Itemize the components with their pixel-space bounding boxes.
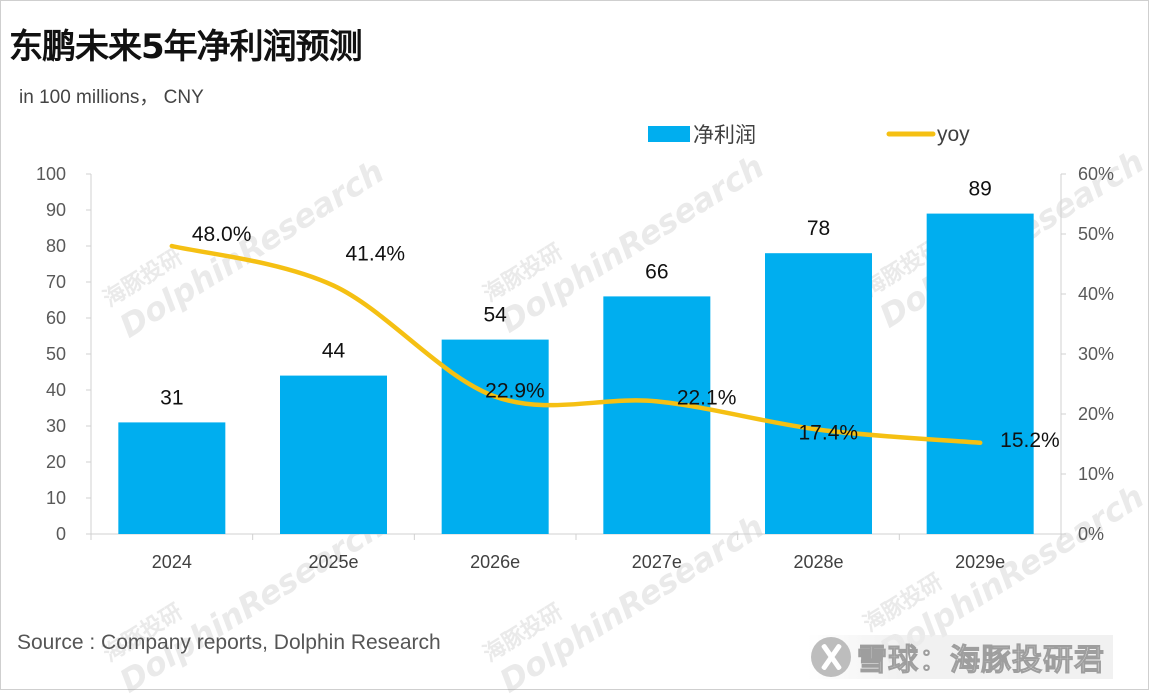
x-tick-label: 2028e xyxy=(793,552,843,572)
yoy-value-label: 22.9% xyxy=(485,380,545,403)
left-tick-label: 50 xyxy=(46,344,66,364)
yoy-value-label: 15.2% xyxy=(1000,429,1060,452)
bar-net-profit xyxy=(765,253,872,534)
bar-net-profit xyxy=(441,339,549,534)
brand-badge: 雪球：海豚投研君 xyxy=(807,635,1113,679)
yoy-value-label: 41.4% xyxy=(346,243,406,266)
left-tick-label: 40 xyxy=(46,380,66,400)
yoy-point xyxy=(978,440,983,445)
right-tick-label: 40% xyxy=(1078,284,1114,304)
x-tick-label: 2027e xyxy=(632,552,682,572)
left-tick-label: 100 xyxy=(36,164,66,184)
left-tick-label: 0 xyxy=(56,524,66,544)
left-tick-label: 70 xyxy=(46,272,66,292)
bar-value-label: 89 xyxy=(968,178,991,201)
right-tick-label: 0% xyxy=(1078,524,1104,544)
bar-value-label: 31 xyxy=(160,386,183,409)
right-tick-label: 10% xyxy=(1078,464,1114,484)
line-yoy xyxy=(169,243,983,446)
chart-title: 东鹏未来5年净利润预测 xyxy=(9,27,363,67)
brand-name: 雪球：海豚投研君 xyxy=(857,643,1105,679)
left-tick-label: 80 xyxy=(46,236,66,256)
x-tick-label: 2025e xyxy=(308,552,358,572)
bar-net-profit xyxy=(603,296,711,534)
right-tick-label: 30% xyxy=(1078,344,1114,364)
legend-label-net-profit: 净利润 xyxy=(693,123,756,147)
snowball-logo-icon xyxy=(811,637,851,677)
yoy-value-label: 48.0% xyxy=(192,223,252,246)
yoy-point xyxy=(169,244,174,248)
yoy-value-label: 22.1% xyxy=(677,386,737,409)
left-tick-label: 90 xyxy=(46,200,66,220)
x-tick-label: 2029e xyxy=(955,552,1005,572)
bar-value-label: 54 xyxy=(483,304,507,327)
right-tick-label: 20% xyxy=(1078,404,1114,424)
x-tick-label: 2026e xyxy=(470,552,520,572)
yoy-point xyxy=(654,399,659,404)
bar-value-label: 44 xyxy=(322,340,346,363)
legend-label-yoy: yoy xyxy=(937,123,970,146)
unit-note: in 100 millions， CNY xyxy=(19,87,204,108)
bar-value-label: 78 xyxy=(807,217,830,240)
right-tick-label: 50% xyxy=(1078,224,1114,244)
bar-net-profit xyxy=(280,375,387,534)
x-tick-label: 2024 xyxy=(152,552,192,572)
legend-swatch-bar xyxy=(648,126,690,142)
bar-value-label: 66 xyxy=(645,260,668,283)
yoy-value-label: 17.4% xyxy=(799,422,859,445)
bar-net-profit xyxy=(118,422,226,534)
source-note: Source : Company reports, Dolphin Resear… xyxy=(17,631,441,654)
bar-net-profit xyxy=(926,213,1034,534)
left-tick-label: 10 xyxy=(46,488,66,508)
yoy-point xyxy=(331,283,336,288)
left-tick-label: 30 xyxy=(46,416,66,436)
left-tick-label: 60 xyxy=(46,308,66,328)
left-tick-label: 20 xyxy=(46,452,66,472)
right-tick-label: 60% xyxy=(1078,164,1114,184)
yoy-point xyxy=(493,394,498,399)
yoy-point xyxy=(816,427,821,432)
